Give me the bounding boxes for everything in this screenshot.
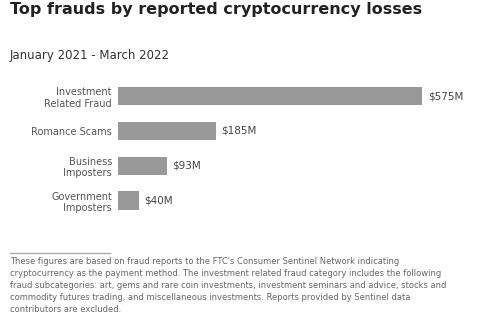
Text: $575M: $575M: [428, 91, 463, 101]
Text: $93M: $93M: [172, 161, 201, 171]
Text: Top frauds by reported cryptocurrency losses: Top frauds by reported cryptocurrency lo…: [10, 2, 422, 17]
Bar: [118, 122, 216, 140]
Bar: [118, 87, 422, 105]
Text: $185M: $185M: [221, 126, 256, 136]
Bar: [118, 157, 167, 175]
Text: $40M: $40M: [144, 196, 172, 205]
Bar: [118, 192, 139, 209]
Text: These figures are based on fraud reports to the FTC's Consumer Sentinel Network : These figures are based on fraud reports…: [10, 257, 446, 314]
Text: January 2021 - March 2022: January 2021 - March 2022: [10, 49, 170, 62]
